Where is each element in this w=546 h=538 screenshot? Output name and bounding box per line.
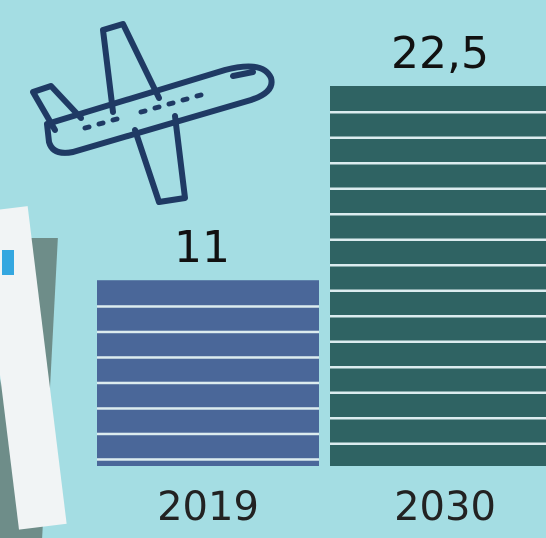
bar-stripe (330, 315, 546, 318)
bar-stripe (330, 442, 546, 445)
bar-stripe (330, 162, 546, 165)
bar-stripe (97, 381, 319, 385)
data-label-2030: 22,5 (391, 28, 489, 79)
x-tick-label-2019: 2019 (157, 484, 259, 526)
x-tick-label-2030: 2030 (394, 484, 496, 526)
bar-stripe (330, 289, 546, 292)
bar-stripe (330, 340, 546, 343)
bar-stripe (97, 330, 319, 334)
bar-fill-2030 (330, 86, 546, 466)
bar-stripe (330, 213, 546, 216)
bar-stripe (97, 356, 319, 359)
bar-chart: 11 2019 22,5 2030 (97, 28, 546, 526)
bar-stripe (97, 305, 319, 308)
bar-fill-2019 (97, 280, 319, 466)
bar-stripe (330, 417, 546, 420)
bar-stripe (330, 391, 546, 394)
bar-stripe (330, 366, 546, 369)
bar-stripe (330, 136, 546, 139)
bar-2030 (330, 86, 546, 466)
bar-stripe (330, 187, 546, 190)
bar-2019 (97, 280, 319, 466)
bar-stripe (97, 407, 319, 410)
bar-stripe (97, 458, 319, 461)
airplane-icon (30, 21, 275, 205)
data-label-2019: 11 (174, 222, 230, 273)
bar-stripe (97, 432, 319, 436)
bar-stripe (330, 264, 546, 267)
document-accent-strip (2, 250, 14, 275)
bar-stripe (330, 111, 546, 114)
bar-stripe (330, 238, 546, 241)
